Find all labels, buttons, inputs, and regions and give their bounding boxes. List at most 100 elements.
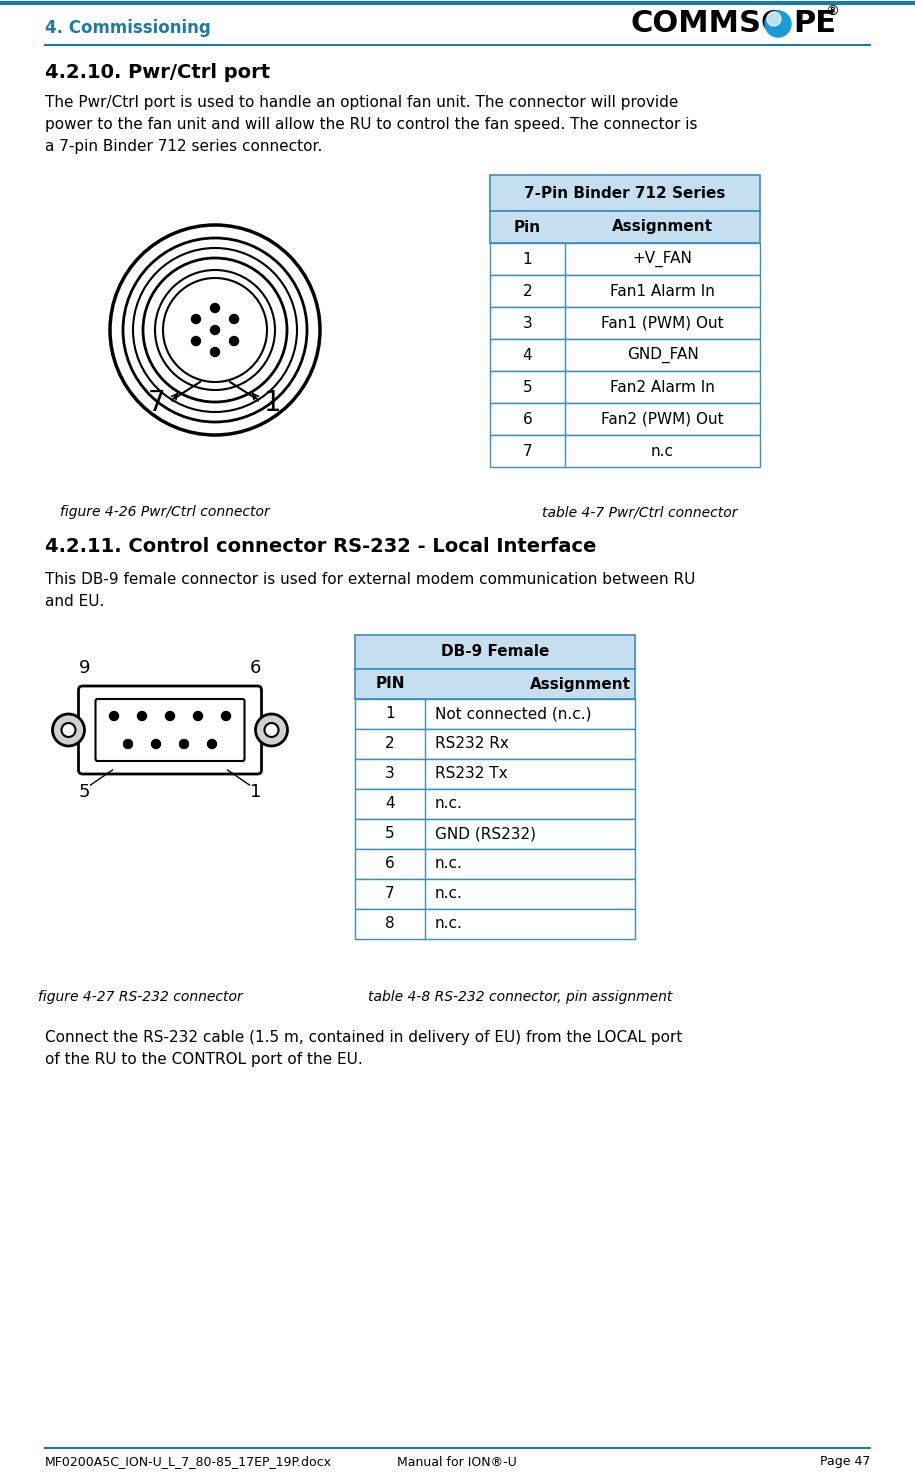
Circle shape	[137, 711, 146, 720]
FancyBboxPatch shape	[490, 403, 760, 436]
Text: Not connected (n.c.): Not connected (n.c.)	[435, 707, 591, 722]
Text: 4: 4	[522, 347, 533, 363]
FancyBboxPatch shape	[490, 175, 760, 210]
Circle shape	[210, 326, 220, 335]
Circle shape	[230, 336, 239, 345]
Text: GND (RS232): GND (RS232)	[435, 827, 536, 842]
Circle shape	[155, 270, 275, 390]
Text: n.c.: n.c.	[435, 857, 463, 871]
Text: n.c.: n.c.	[435, 916, 463, 932]
Text: figure 4-26 Pwr/Ctrl connector: figure 4-26 Pwr/Ctrl connector	[60, 505, 270, 519]
Text: 5: 5	[522, 379, 533, 394]
FancyBboxPatch shape	[490, 370, 760, 403]
FancyBboxPatch shape	[490, 276, 760, 307]
FancyBboxPatch shape	[355, 700, 635, 729]
Circle shape	[124, 740, 133, 748]
Circle shape	[191, 336, 200, 345]
Text: Fan2 (PWM) Out: Fan2 (PWM) Out	[601, 412, 724, 427]
Text: n.c.: n.c.	[435, 886, 463, 901]
Text: PIN: PIN	[375, 676, 404, 692]
Circle shape	[255, 714, 287, 745]
Circle shape	[152, 740, 160, 748]
FancyBboxPatch shape	[95, 700, 244, 760]
Circle shape	[208, 740, 217, 748]
Text: 8: 8	[385, 916, 394, 932]
FancyBboxPatch shape	[355, 759, 635, 788]
Text: Fan1 (PWM) Out: Fan1 (PWM) Out	[601, 316, 724, 330]
Text: 7: 7	[148, 388, 166, 416]
Circle shape	[179, 740, 188, 748]
Circle shape	[765, 10, 791, 37]
Text: COMMSC: COMMSC	[630, 9, 783, 39]
Text: Connect the RS-232 cable (1.5 m, contained in delivery of EU) from the LOCAL por: Connect the RS-232 cable (1.5 m, contain…	[45, 1030, 683, 1067]
Text: 1: 1	[250, 782, 261, 800]
Text: 4.2.10. Pwr/Ctrl port: 4.2.10. Pwr/Ctrl port	[45, 62, 270, 82]
Text: 1: 1	[264, 388, 282, 416]
Circle shape	[166, 711, 175, 720]
FancyBboxPatch shape	[355, 849, 635, 879]
Text: 4. Commissioning: 4. Commissioning	[45, 19, 210, 37]
Text: +V_FAN: +V_FAN	[632, 250, 693, 267]
FancyBboxPatch shape	[355, 908, 635, 940]
Circle shape	[52, 714, 84, 745]
Text: 7: 7	[522, 443, 533, 458]
Circle shape	[210, 347, 220, 357]
Text: Assignment: Assignment	[612, 219, 713, 234]
Circle shape	[767, 12, 781, 27]
Text: 3: 3	[522, 316, 533, 330]
Text: Page 47: Page 47	[820, 1455, 870, 1469]
FancyBboxPatch shape	[355, 729, 635, 759]
Text: Fan2 Alarm In: Fan2 Alarm In	[610, 379, 715, 394]
Text: 6: 6	[522, 412, 533, 427]
Text: 6: 6	[250, 659, 261, 677]
Text: 6: 6	[385, 857, 395, 871]
Text: 7-Pin Binder 712 Series: 7-Pin Binder 712 Series	[524, 185, 726, 200]
Text: RS232 Tx: RS232 Tx	[435, 766, 508, 781]
Circle shape	[230, 314, 239, 323]
FancyBboxPatch shape	[355, 668, 635, 700]
FancyBboxPatch shape	[79, 686, 262, 774]
Text: table 4-8 RS-232 connector, pin assignment: table 4-8 RS-232 connector, pin assignme…	[368, 990, 673, 1003]
FancyBboxPatch shape	[490, 307, 760, 339]
FancyBboxPatch shape	[355, 879, 635, 908]
Text: PE: PE	[793, 9, 836, 39]
Circle shape	[163, 279, 267, 382]
Text: 1: 1	[522, 252, 533, 267]
Text: GND_FAN: GND_FAN	[627, 347, 698, 363]
FancyBboxPatch shape	[490, 210, 760, 243]
Text: RS232 Rx: RS232 Rx	[435, 737, 509, 751]
Circle shape	[221, 711, 231, 720]
Circle shape	[191, 314, 200, 323]
Text: 2: 2	[522, 283, 533, 298]
FancyBboxPatch shape	[490, 339, 760, 370]
Text: Fan1 Alarm In: Fan1 Alarm In	[610, 283, 715, 298]
Text: 5: 5	[385, 827, 394, 842]
Text: 5: 5	[79, 782, 91, 800]
FancyBboxPatch shape	[355, 634, 635, 668]
Text: Pin: Pin	[514, 219, 541, 234]
FancyBboxPatch shape	[355, 820, 635, 849]
Text: MF0200A5C_ION-U_L_7_80-85_17EP_19P.docx: MF0200A5C_ION-U_L_7_80-85_17EP_19P.docx	[45, 1455, 332, 1469]
Text: n.c.: n.c.	[435, 796, 463, 812]
Text: 4.2.11. Control connector RS-232 - Local Interface: 4.2.11. Control connector RS-232 - Local…	[45, 538, 597, 557]
Circle shape	[110, 711, 119, 720]
Circle shape	[61, 723, 76, 737]
Text: 2: 2	[385, 737, 394, 751]
FancyBboxPatch shape	[355, 788, 635, 820]
Text: table 4-7 Pwr/Ctrl connector: table 4-7 Pwr/Ctrl connector	[543, 505, 737, 519]
Text: ®: ®	[825, 4, 839, 19]
Text: This DB-9 female connector is used for external modem communication between RU
a: This DB-9 female connector is used for e…	[45, 572, 695, 609]
Text: Assignment: Assignment	[530, 676, 631, 692]
FancyBboxPatch shape	[490, 243, 760, 276]
FancyBboxPatch shape	[490, 436, 760, 467]
Circle shape	[264, 723, 278, 737]
Circle shape	[193, 711, 202, 720]
Text: Manual for ION®-U: Manual for ION®-U	[397, 1455, 517, 1469]
Text: n.c: n.c	[651, 443, 674, 458]
Text: 7: 7	[385, 886, 394, 901]
Circle shape	[210, 304, 220, 313]
Text: DB-9 Female: DB-9 Female	[441, 645, 549, 659]
Text: 1: 1	[385, 707, 394, 722]
Text: 3: 3	[385, 766, 395, 781]
Text: figure 4-27 RS-232 connector: figure 4-27 RS-232 connector	[38, 990, 242, 1003]
